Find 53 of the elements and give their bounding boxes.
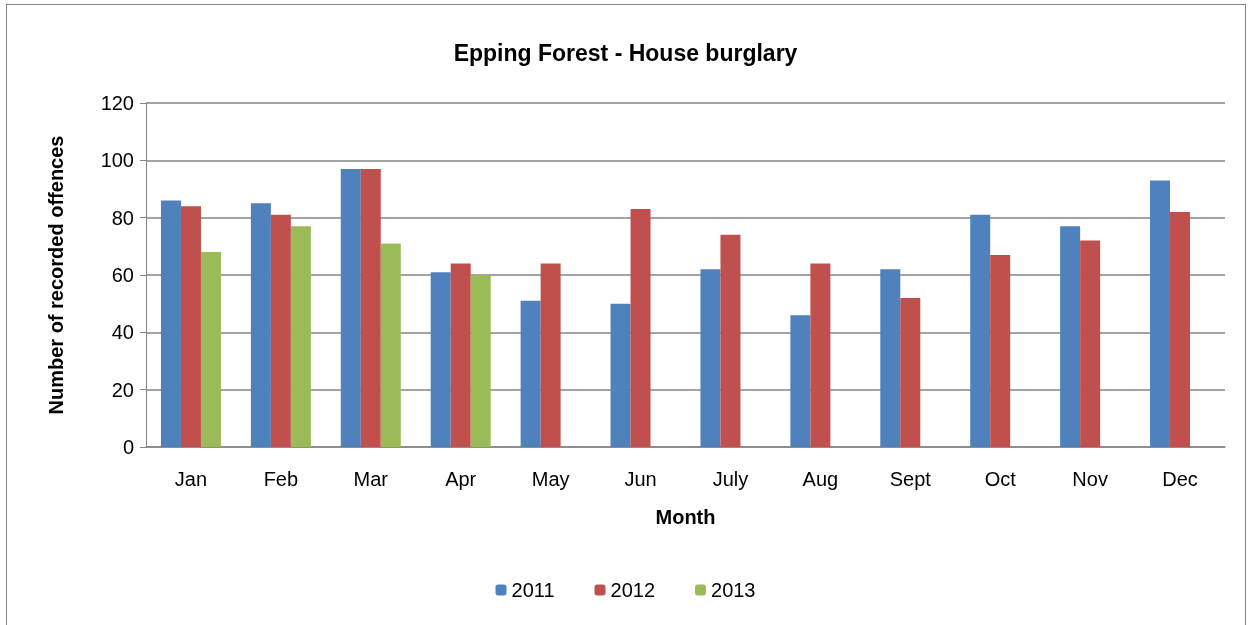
x-tick-label: Sept bbox=[889, 468, 932, 490]
x-tick-label: May bbox=[531, 468, 570, 490]
bar bbox=[700, 269, 721, 447]
x-tick-label: July bbox=[712, 468, 749, 490]
bar bbox=[430, 272, 451, 447]
bar bbox=[1170, 211, 1191, 447]
y-tick-label: 0 bbox=[122, 436, 134, 458]
y-tick-label: 40 bbox=[111, 321, 134, 344]
bar bbox=[520, 300, 541, 447]
x-tick-label: Nov bbox=[1072, 468, 1108, 490]
y-tick-label: 80 bbox=[111, 206, 134, 229]
bar bbox=[990, 254, 1011, 447]
x-tick-label: Jan bbox=[174, 468, 208, 490]
bar bbox=[290, 226, 311, 447]
bar bbox=[1080, 240, 1101, 447]
bar bbox=[1150, 180, 1171, 447]
bar bbox=[540, 263, 561, 447]
legend-label: 2011 bbox=[511, 579, 555, 601]
y-tick-label: 100 bbox=[100, 149, 134, 172]
legend-label: 2012 bbox=[610, 579, 656, 601]
x-tick-label: Feb bbox=[263, 468, 299, 490]
y-tick-label: 20 bbox=[111, 378, 134, 401]
bar bbox=[470, 275, 491, 447]
bar bbox=[720, 234, 741, 447]
bar bbox=[810, 263, 831, 447]
x-tick-label: Oct bbox=[984, 468, 1017, 490]
bar bbox=[360, 168, 381, 447]
bar bbox=[180, 206, 201, 447]
x-tick-label: Aug bbox=[802, 468, 839, 490]
bar bbox=[200, 252, 221, 447]
bar bbox=[630, 209, 651, 447]
bar bbox=[900, 297, 921, 447]
y-tick-label: 120 bbox=[100, 92, 134, 114]
bar bbox=[380, 243, 401, 447]
legend-label: 2013 bbox=[711, 579, 756, 601]
bar bbox=[450, 263, 471, 447]
bar bbox=[250, 203, 271, 447]
x-tick-label: Jun bbox=[624, 468, 657, 490]
bar bbox=[970, 214, 991, 447]
x-tick-label: Mar bbox=[353, 468, 389, 490]
bar bbox=[880, 269, 901, 447]
bar bbox=[790, 315, 811, 447]
x-tick-label: Apr bbox=[445, 468, 477, 490]
chart-title: Epping Forest - House burglary bbox=[453, 39, 798, 66]
y-tick-label: 60 bbox=[111, 264, 134, 286]
bar bbox=[340, 168, 361, 447]
bar bbox=[270, 214, 291, 447]
x-axis-title: Month bbox=[655, 506, 716, 528]
bar bbox=[160, 200, 181, 447]
x-tick-label: Dec bbox=[1162, 468, 1198, 490]
y-axis-title: Number of recorded offences bbox=[45, 135, 67, 415]
bar bbox=[610, 303, 631, 447]
bar bbox=[1060, 226, 1081, 447]
